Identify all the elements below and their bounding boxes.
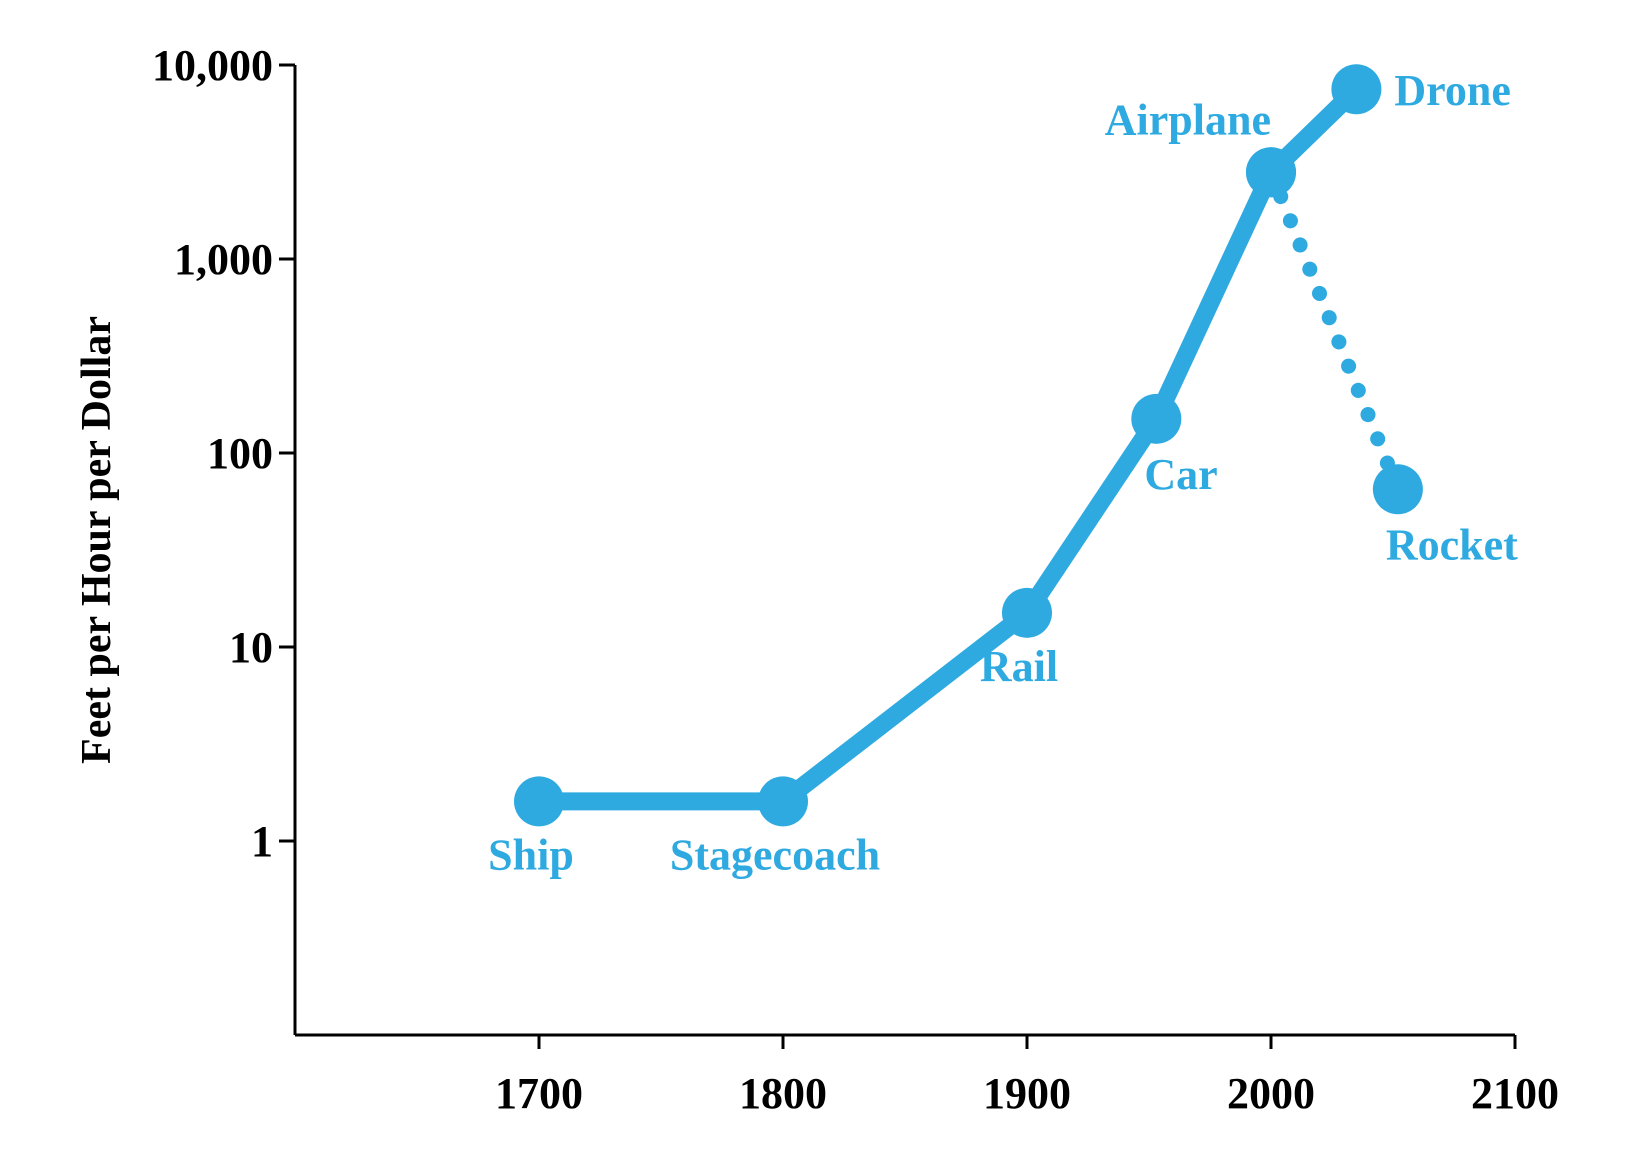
- y-tick-label: 1,000: [174, 235, 273, 284]
- point-label-rail: Rail: [980, 642, 1058, 691]
- point-labels: Ship Stagecoach Rail Car Airplane Drone Rocket: [488, 66, 1518, 879]
- y-tick-label: 10: [229, 623, 273, 672]
- x-tick-label: 1800: [739, 1069, 827, 1118]
- point-label-stagecoach: Stagecoach: [670, 830, 880, 879]
- data-point-airplane-link: [1246, 147, 1296, 198]
- series-line-main: [530, 80, 1366, 811]
- y-tick-label: 1: [251, 817, 273, 866]
- point-label-car: Car: [1144, 450, 1217, 499]
- data-point-rocket: [1372, 464, 1423, 515]
- series: [514, 64, 1423, 827]
- data-point-stagecoach: [758, 776, 808, 827]
- y-tick-label: 100: [207, 429, 273, 478]
- x-tick-label: 2100: [1471, 1069, 1559, 1118]
- point-label-airplane: Airplane: [1105, 95, 1271, 144]
- data-point-drone: [1331, 64, 1382, 115]
- point-label-ship: Ship: [488, 830, 574, 879]
- series-line-rocket: [1263, 164, 1406, 497]
- x-tick-label: 2000: [1227, 1069, 1315, 1118]
- y-axis-title: Feet per Hour per Dollar: [74, 316, 120, 764]
- point-label-drone: Drone: [1394, 66, 1511, 115]
- y-tick-label: 10,000: [152, 41, 273, 90]
- point-label-rocket: Rocket: [1386, 520, 1518, 569]
- data-point-ship: [514, 776, 564, 827]
- data-point-rail: [1002, 587, 1052, 638]
- axes: 1 10 100 1,000 10,000 1700 1800 1900 2000 2100 Fee…: [74, 41, 1559, 1118]
- x-tick-label: 1900: [983, 1069, 1071, 1118]
- data-point-car: [1131, 393, 1182, 444]
- x-tick-label: 1700: [495, 1069, 583, 1118]
